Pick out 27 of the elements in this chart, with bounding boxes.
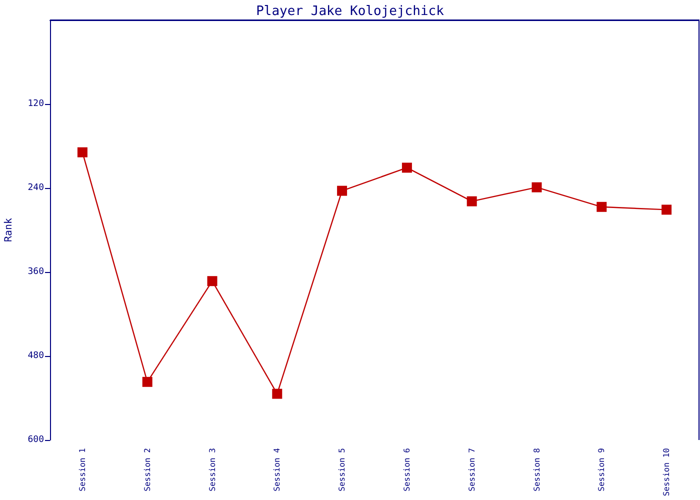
point	[77, 147, 88, 158]
y-tick-label: 120	[28, 99, 44, 109]
x-tick-label: Session 8	[532, 448, 542, 492]
point	[272, 388, 282, 399]
point	[466, 196, 477, 206]
x-tick-label: Session 7	[467, 448, 476, 492]
y-tick-label: 240	[28, 183, 44, 193]
point	[532, 182, 542, 192]
x-tick-label: Session 10	[662, 448, 672, 496]
x-tick-label: Session 5	[338, 448, 347, 492]
y-axis-title: Rank	[4, 218, 14, 242]
x-tick-label: Session 6	[402, 448, 412, 492]
y-tick-label: 360	[28, 267, 44, 277]
point	[402, 162, 412, 173]
point	[337, 186, 348, 196]
x-tick-label: Session 1	[78, 448, 87, 492]
x-tick-label: Session 9	[597, 448, 606, 492]
y-tick-label: 480	[28, 351, 44, 361]
x-tick-label: Session 3	[208, 448, 217, 492]
x-tick-label: Session 4	[272, 448, 282, 492]
y-tick-label: 600	[28, 435, 44, 445]
point	[142, 376, 152, 387]
point	[207, 276, 218, 286]
chart-title: Player Jake Kolojejchick	[256, 4, 444, 19]
point	[662, 204, 672, 215]
point	[596, 202, 607, 212]
x-tick-label: Session 2	[142, 448, 152, 492]
